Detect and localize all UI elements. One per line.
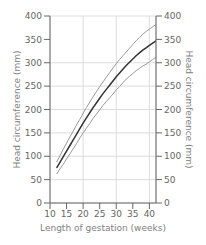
svg-text:150: 150 xyxy=(164,128,181,138)
svg-text:15: 15 xyxy=(61,209,72,219)
svg-text:35: 35 xyxy=(127,209,138,219)
svg-text:250: 250 xyxy=(164,81,181,91)
svg-text:200: 200 xyxy=(164,105,181,115)
svg-text:200: 200 xyxy=(25,105,42,115)
svg-text:30: 30 xyxy=(111,209,123,219)
svg-text:300: 300 xyxy=(25,58,42,68)
svg-text:350: 350 xyxy=(164,35,181,45)
svg-text:400: 400 xyxy=(25,11,42,21)
svg-text:10: 10 xyxy=(44,209,56,219)
svg-text:50: 50 xyxy=(31,175,43,185)
svg-text:0: 0 xyxy=(36,198,42,208)
svg-text:250: 250 xyxy=(25,81,42,91)
svg-text:150: 150 xyxy=(25,128,42,138)
svg-text:Length of gestation (weeks): Length of gestation (weeks) xyxy=(40,223,166,233)
svg-text:0: 0 xyxy=(164,198,170,208)
svg-text:400: 400 xyxy=(164,11,181,21)
svg-text:20: 20 xyxy=(77,209,89,219)
svg-text:Head circumference (mm): Head circumference (mm) xyxy=(12,50,22,168)
svg-text:100: 100 xyxy=(25,151,42,161)
svg-text:Head circumference (mm): Head circumference (mm) xyxy=(184,50,194,168)
svg-text:350: 350 xyxy=(25,35,42,45)
svg-text:100: 100 xyxy=(164,151,181,161)
svg-text:300: 300 xyxy=(164,58,181,68)
svg-text:40: 40 xyxy=(144,209,156,219)
svg-text:25: 25 xyxy=(94,209,105,219)
svg-text:50: 50 xyxy=(164,175,176,185)
